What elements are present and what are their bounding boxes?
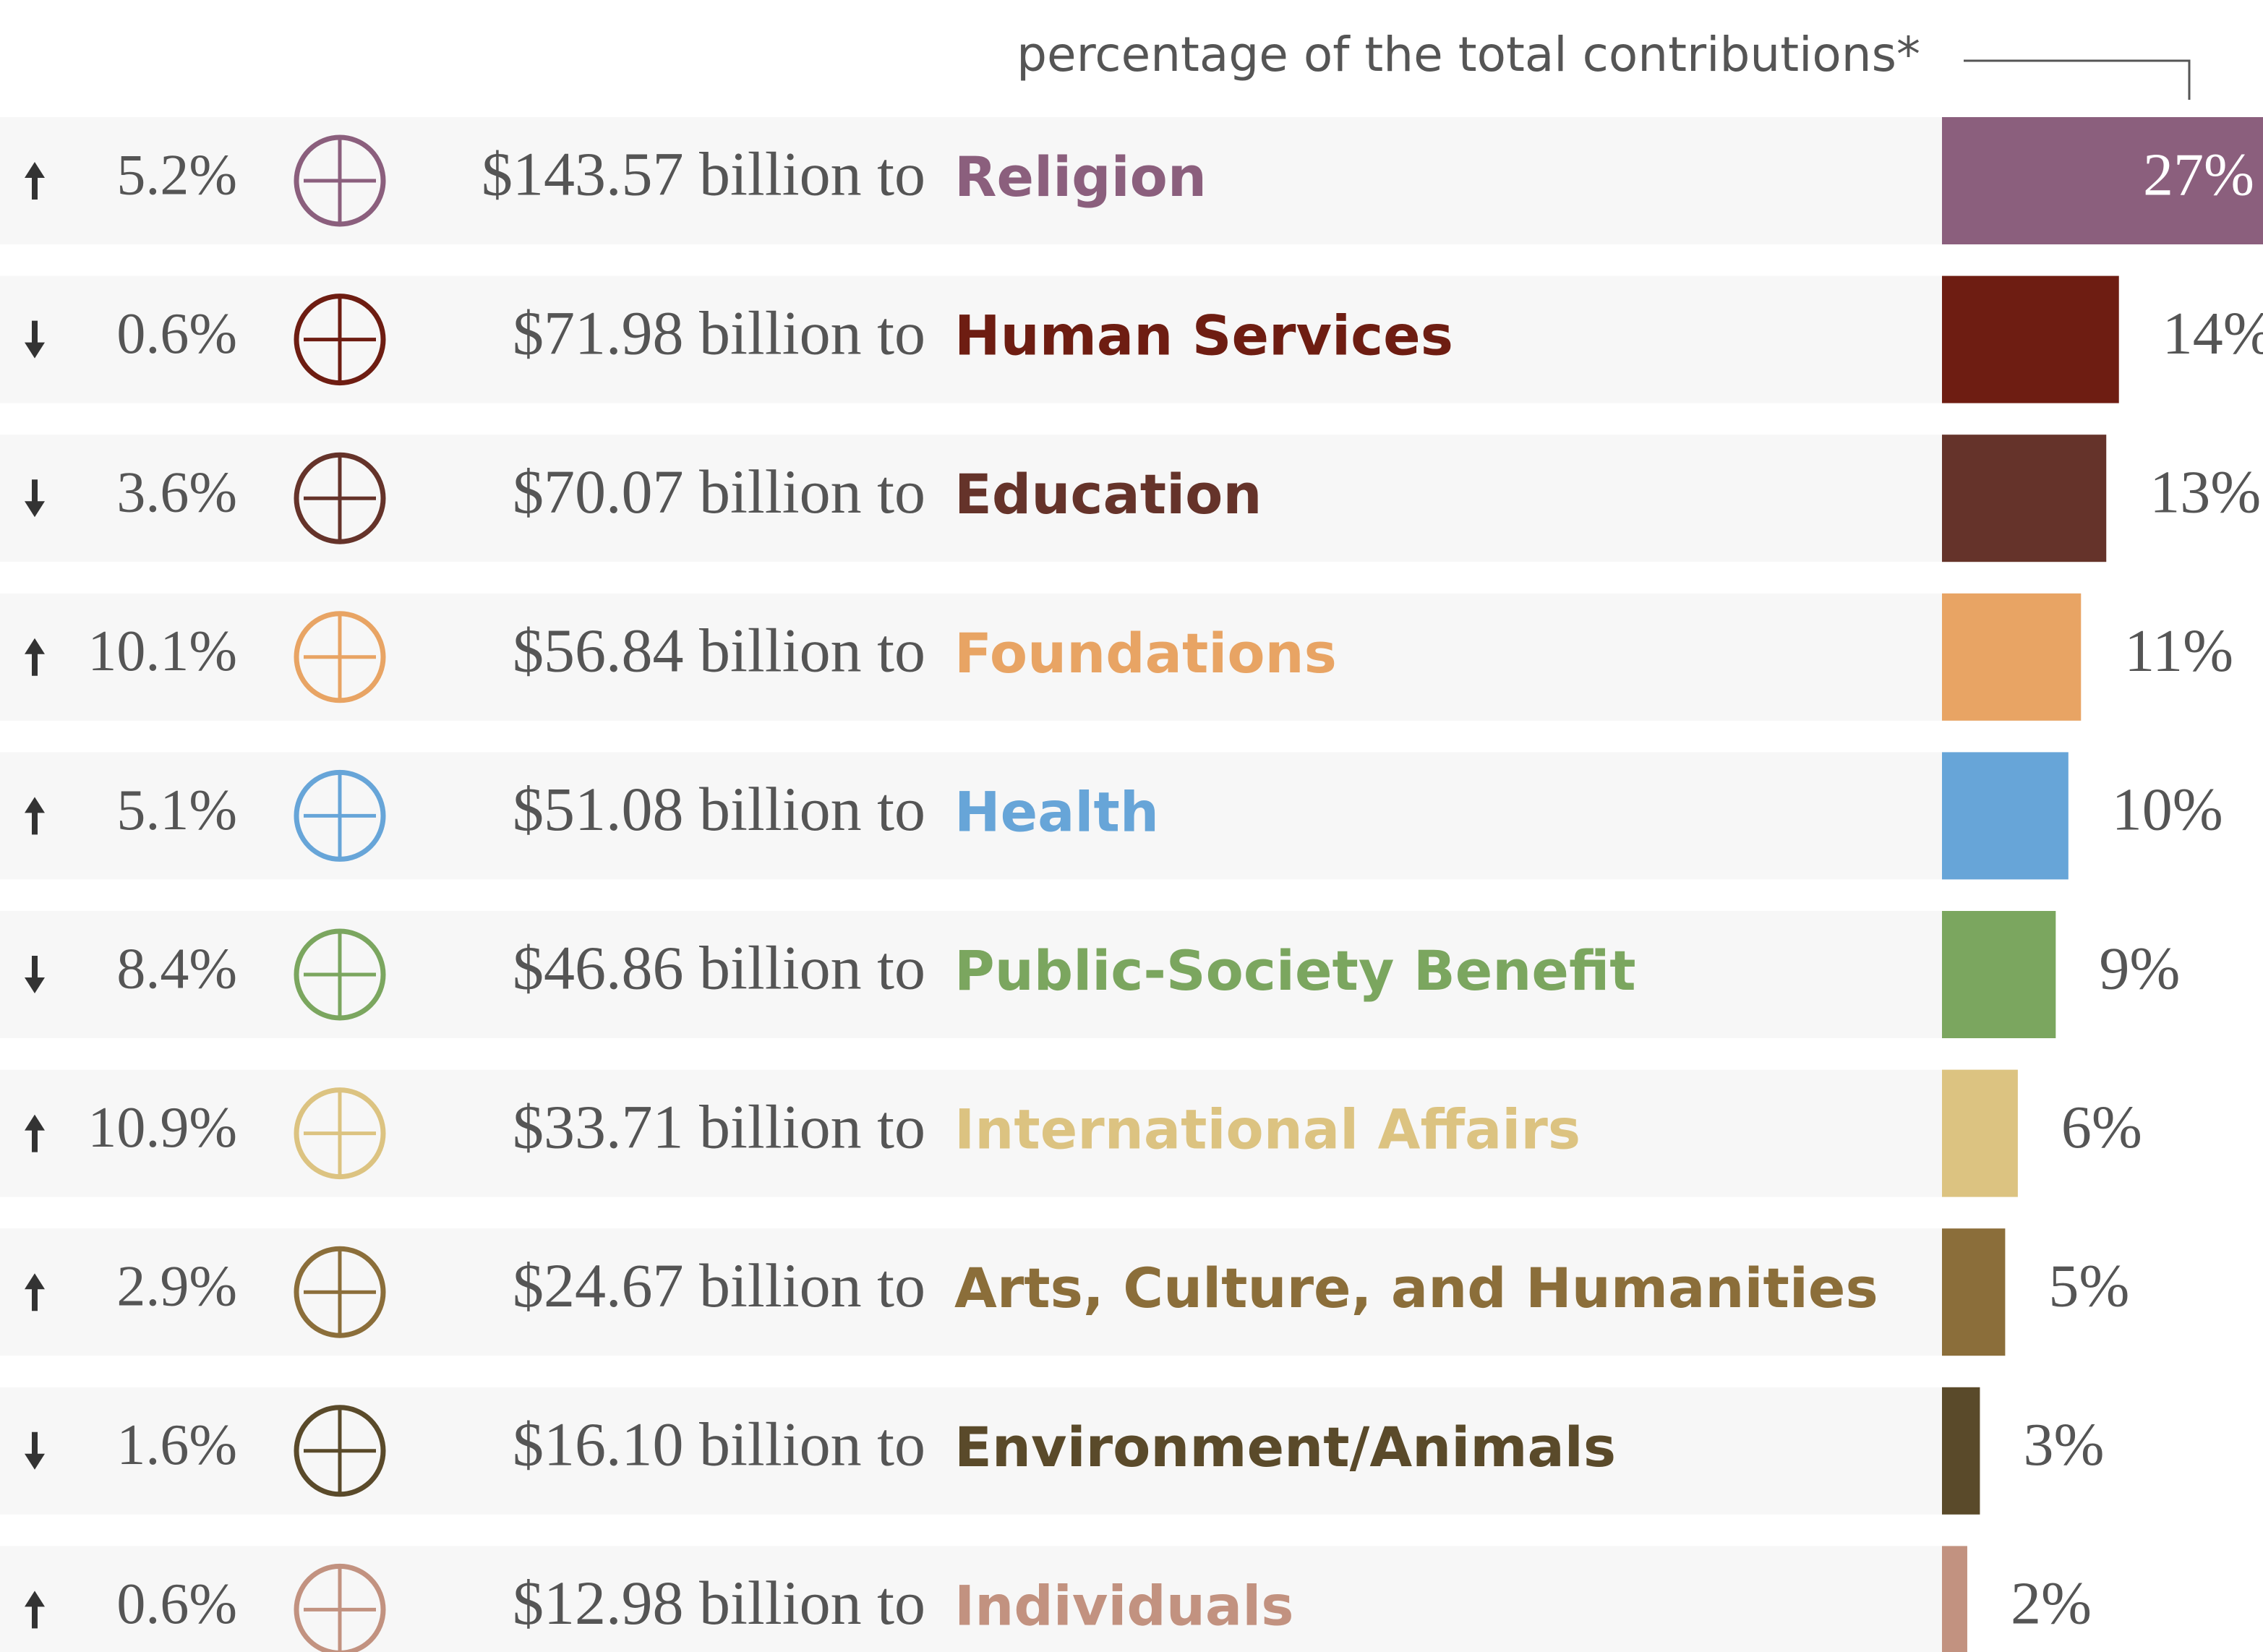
category-icon-detail (304, 1090, 376, 1177)
category-label: International Affairs (954, 1097, 1580, 1162)
value-label: 3% (2023, 1411, 2104, 1478)
change-label: 3.6% (116, 461, 237, 525)
bar (1942, 593, 2082, 721)
category-label: Health (954, 779, 1159, 844)
row-band (0, 1546, 1942, 1652)
amount-label: $24.67 billion to (513, 1251, 925, 1320)
arrow-down (25, 1431, 45, 1470)
category-icon-detail (304, 931, 376, 1018)
value-label: 14% (2163, 300, 2263, 367)
bar (1942, 435, 2107, 562)
bar (1942, 1228, 2006, 1356)
arrow-up (25, 638, 45, 676)
amount-label: $46.86 billion to (513, 933, 925, 1003)
arrow-up (25, 1273, 45, 1311)
category-label: Religion (954, 145, 1207, 209)
category-label: Foundations (954, 621, 1337, 685)
value-label: 5% (2048, 1252, 2129, 1319)
arrow-down (25, 956, 45, 993)
change-label: 10.9% (87, 1096, 237, 1160)
amount-label: $16.10 billion to (513, 1410, 925, 1479)
arrow-up (25, 162, 45, 200)
change-label: 8.4% (116, 937, 237, 1001)
amount-label: $71.98 billion to (513, 298, 925, 367)
arrow-down (25, 320, 45, 359)
value-label: 13% (2149, 458, 2261, 526)
title-bracket (1964, 59, 2191, 100)
category-icon-detail (304, 613, 376, 701)
category-label: Public-Society Benefit (954, 938, 1636, 1003)
bar (1942, 1387, 1980, 1515)
value-label: 9% (2099, 935, 2180, 1002)
arrow-up (25, 797, 45, 835)
bar (1942, 911, 2056, 1038)
amount-label: $12.98 billion to (513, 1568, 925, 1638)
category-icon-detail (304, 296, 376, 383)
category-icon-detail (304, 772, 376, 860)
change-label: 2.9% (116, 1255, 237, 1319)
value-label: 2% (2011, 1570, 2092, 1638)
amount-label: $56.84 billion to (513, 616, 925, 685)
amount-label: $70.07 billion to (513, 457, 925, 526)
bar (1942, 752, 2069, 880)
change-label: 1.6% (116, 1413, 237, 1477)
chart-title: percentage of the total contributions* (1017, 27, 1920, 82)
category-icon-detail (304, 1566, 376, 1652)
change-label: 10.1% (87, 620, 237, 683)
rows: 5.2% $143.57 billion to Religion 27% 0.6% $71… (0, 117, 2263, 1652)
category-icon-detail (304, 1249, 376, 1336)
amount-label: $143.57 billion to (482, 140, 925, 209)
category-label: Environment/Animals (954, 1415, 1616, 1479)
category-icon-detail (304, 1407, 376, 1494)
arrow-down (25, 479, 45, 518)
bar (1942, 1546, 1967, 1652)
value-label: 10% (2112, 776, 2223, 844)
category-label: Arts, Culture, and Humanities (954, 1256, 1878, 1320)
bar (1942, 117, 2263, 244)
amount-label: $33.71 billion to (513, 1092, 925, 1161)
change-label: 5.1% (116, 779, 237, 842)
category-label: Human Services (954, 304, 1453, 368)
category-label: Individuals (954, 1573, 1294, 1638)
arrow-up (25, 1591, 45, 1629)
change-label: 0.6% (116, 1572, 237, 1636)
category-icon-detail (304, 137, 376, 224)
category-icon-detail (304, 455, 376, 542)
arrow-up (25, 1114, 45, 1152)
bar (1942, 275, 2119, 403)
value-label: 27% (2143, 141, 2254, 208)
bar (1942, 1069, 2018, 1197)
change-label: 5.2% (116, 143, 237, 207)
value-label: 6% (2061, 1094, 2142, 1161)
category-label: Education (954, 462, 1262, 526)
amount-label: $51.08 billion to (513, 774, 925, 844)
change-label: 0.6% (116, 302, 237, 366)
value-label: 11% (2124, 617, 2233, 685)
